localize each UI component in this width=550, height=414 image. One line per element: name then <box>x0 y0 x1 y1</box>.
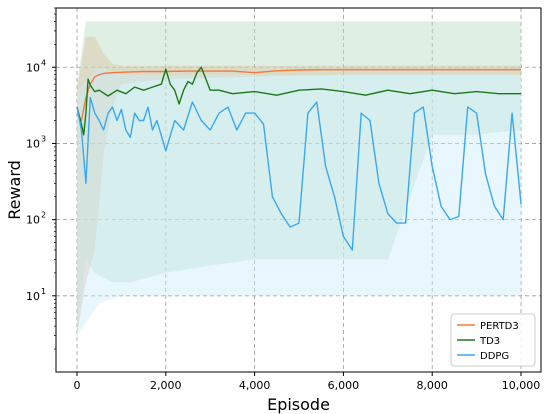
y-tick-label: 10 <box>26 137 40 150</box>
y-tick-exponent: 1 <box>41 287 46 296</box>
grid <box>56 8 541 372</box>
band-ddpg <box>77 67 521 336</box>
x-axis-label: Episode <box>267 395 330 414</box>
y-tick-exponent: 3 <box>41 134 46 143</box>
y-tick-exponent: 2 <box>41 211 46 220</box>
legend-label: TD3 <box>479 336 500 347</box>
y-tick-label: 10 <box>26 290 40 303</box>
legend-label: DDPG <box>480 351 509 362</box>
confidence-bands <box>77 21 521 336</box>
x-tick-label: 0 <box>74 379 81 392</box>
legend: PERTD3 TD3 DDPG <box>450 313 536 367</box>
x-tick-label: 8,000 <box>416 379 448 392</box>
series-line-ddpg <box>76 96 522 251</box>
x-tick-label: 4,000 <box>239 379 271 392</box>
band-td3 <box>77 21 521 336</box>
band-pertd3 <box>77 37 521 336</box>
plot-frame <box>55 7 542 373</box>
x-tick-label: 10,000 <box>502 379 541 392</box>
legend-label: PERTD3 <box>480 321 519 332</box>
x-tick-label: 6,000 <box>328 379 360 392</box>
y-tick-label: 10 <box>26 61 40 74</box>
y-tick-exponent: 4 <box>41 58 46 67</box>
series-lines <box>76 66 522 251</box>
y-axis-label: Reward <box>5 160 24 220</box>
x-axis-ticks: 0 2,000 4,000 6,000 8,000 10,000 <box>74 372 541 392</box>
x-tick-label: 2,000 <box>150 379 182 392</box>
y-tick-label: 10 <box>26 214 40 227</box>
series-line-td3 <box>76 66 521 136</box>
legend-box <box>450 313 536 367</box>
